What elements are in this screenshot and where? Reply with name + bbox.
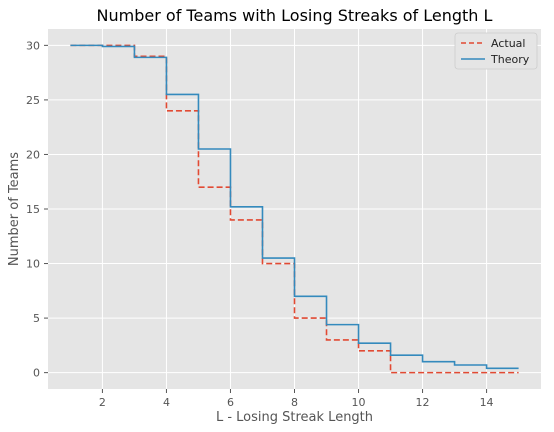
x-tick-label: 8 bbox=[291, 396, 298, 409]
x-tick-label: 6 bbox=[227, 396, 234, 409]
x-axis-label: L - Losing Streak Length bbox=[216, 410, 373, 425]
y-axis-label: Number of Teams bbox=[7, 152, 22, 266]
chart-title: Number of Teams with Losing Streaks of L… bbox=[97, 6, 493, 25]
x-tick-label: 14 bbox=[480, 396, 494, 409]
series-layer bbox=[70, 44, 519, 374]
y-tick-label: 15 bbox=[26, 203, 40, 216]
x-tick-label: 2 bbox=[99, 396, 106, 409]
series-actual-line bbox=[70, 44, 519, 374]
legend-label-actual: Actual bbox=[491, 37, 525, 50]
legend: Actual Theory bbox=[454, 32, 538, 70]
y-tick-label: 30 bbox=[26, 39, 40, 52]
y-tick-label: 0 bbox=[33, 367, 40, 380]
series-theory-line bbox=[70, 44, 519, 370]
legend-box bbox=[454, 32, 538, 70]
y-tick-label: 20 bbox=[26, 148, 40, 161]
x-tick-label: 12 bbox=[416, 396, 430, 409]
x-tick-label: 4 bbox=[163, 396, 170, 409]
y-tick-label: 10 bbox=[26, 258, 40, 271]
ticks: 2 4 6 8 10 12 14 0 5 10 15 20 25 30 bbox=[26, 39, 494, 409]
y-tick-label: 25 bbox=[26, 94, 40, 107]
x-tick-label: 10 bbox=[352, 396, 366, 409]
y-tick-label: 5 bbox=[33, 312, 40, 325]
legend-label-theory: Theory bbox=[490, 53, 530, 66]
